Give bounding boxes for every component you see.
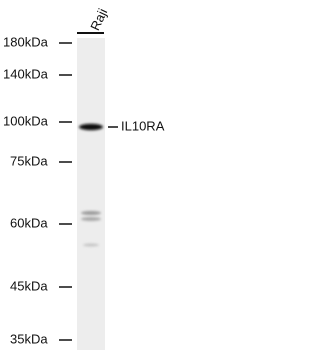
band bbox=[79, 123, 103, 131]
marker-label: 75kDa bbox=[10, 153, 48, 168]
western-blot: Raji 180kDa 140kDa 100kDa 75kDa 60kDa 45… bbox=[3, 5, 165, 350]
marker-label: 45kDa bbox=[10, 278, 48, 293]
lane bbox=[77, 38, 105, 350]
band-label: IL10RA bbox=[121, 118, 165, 133]
band bbox=[81, 211, 101, 215]
marker-label: 180kDa bbox=[3, 34, 49, 49]
marker-label: 60kDa bbox=[10, 215, 48, 230]
markers: 180kDa 140kDa 100kDa 75kDa 60kDa 45kDa 3… bbox=[3, 34, 72, 346]
band bbox=[83, 243, 99, 247]
marker-label: 100kDa bbox=[3, 113, 49, 128]
marker-label: 140kDa bbox=[3, 66, 49, 81]
band bbox=[81, 217, 101, 221]
marker-label: 35kDa bbox=[10, 331, 48, 346]
